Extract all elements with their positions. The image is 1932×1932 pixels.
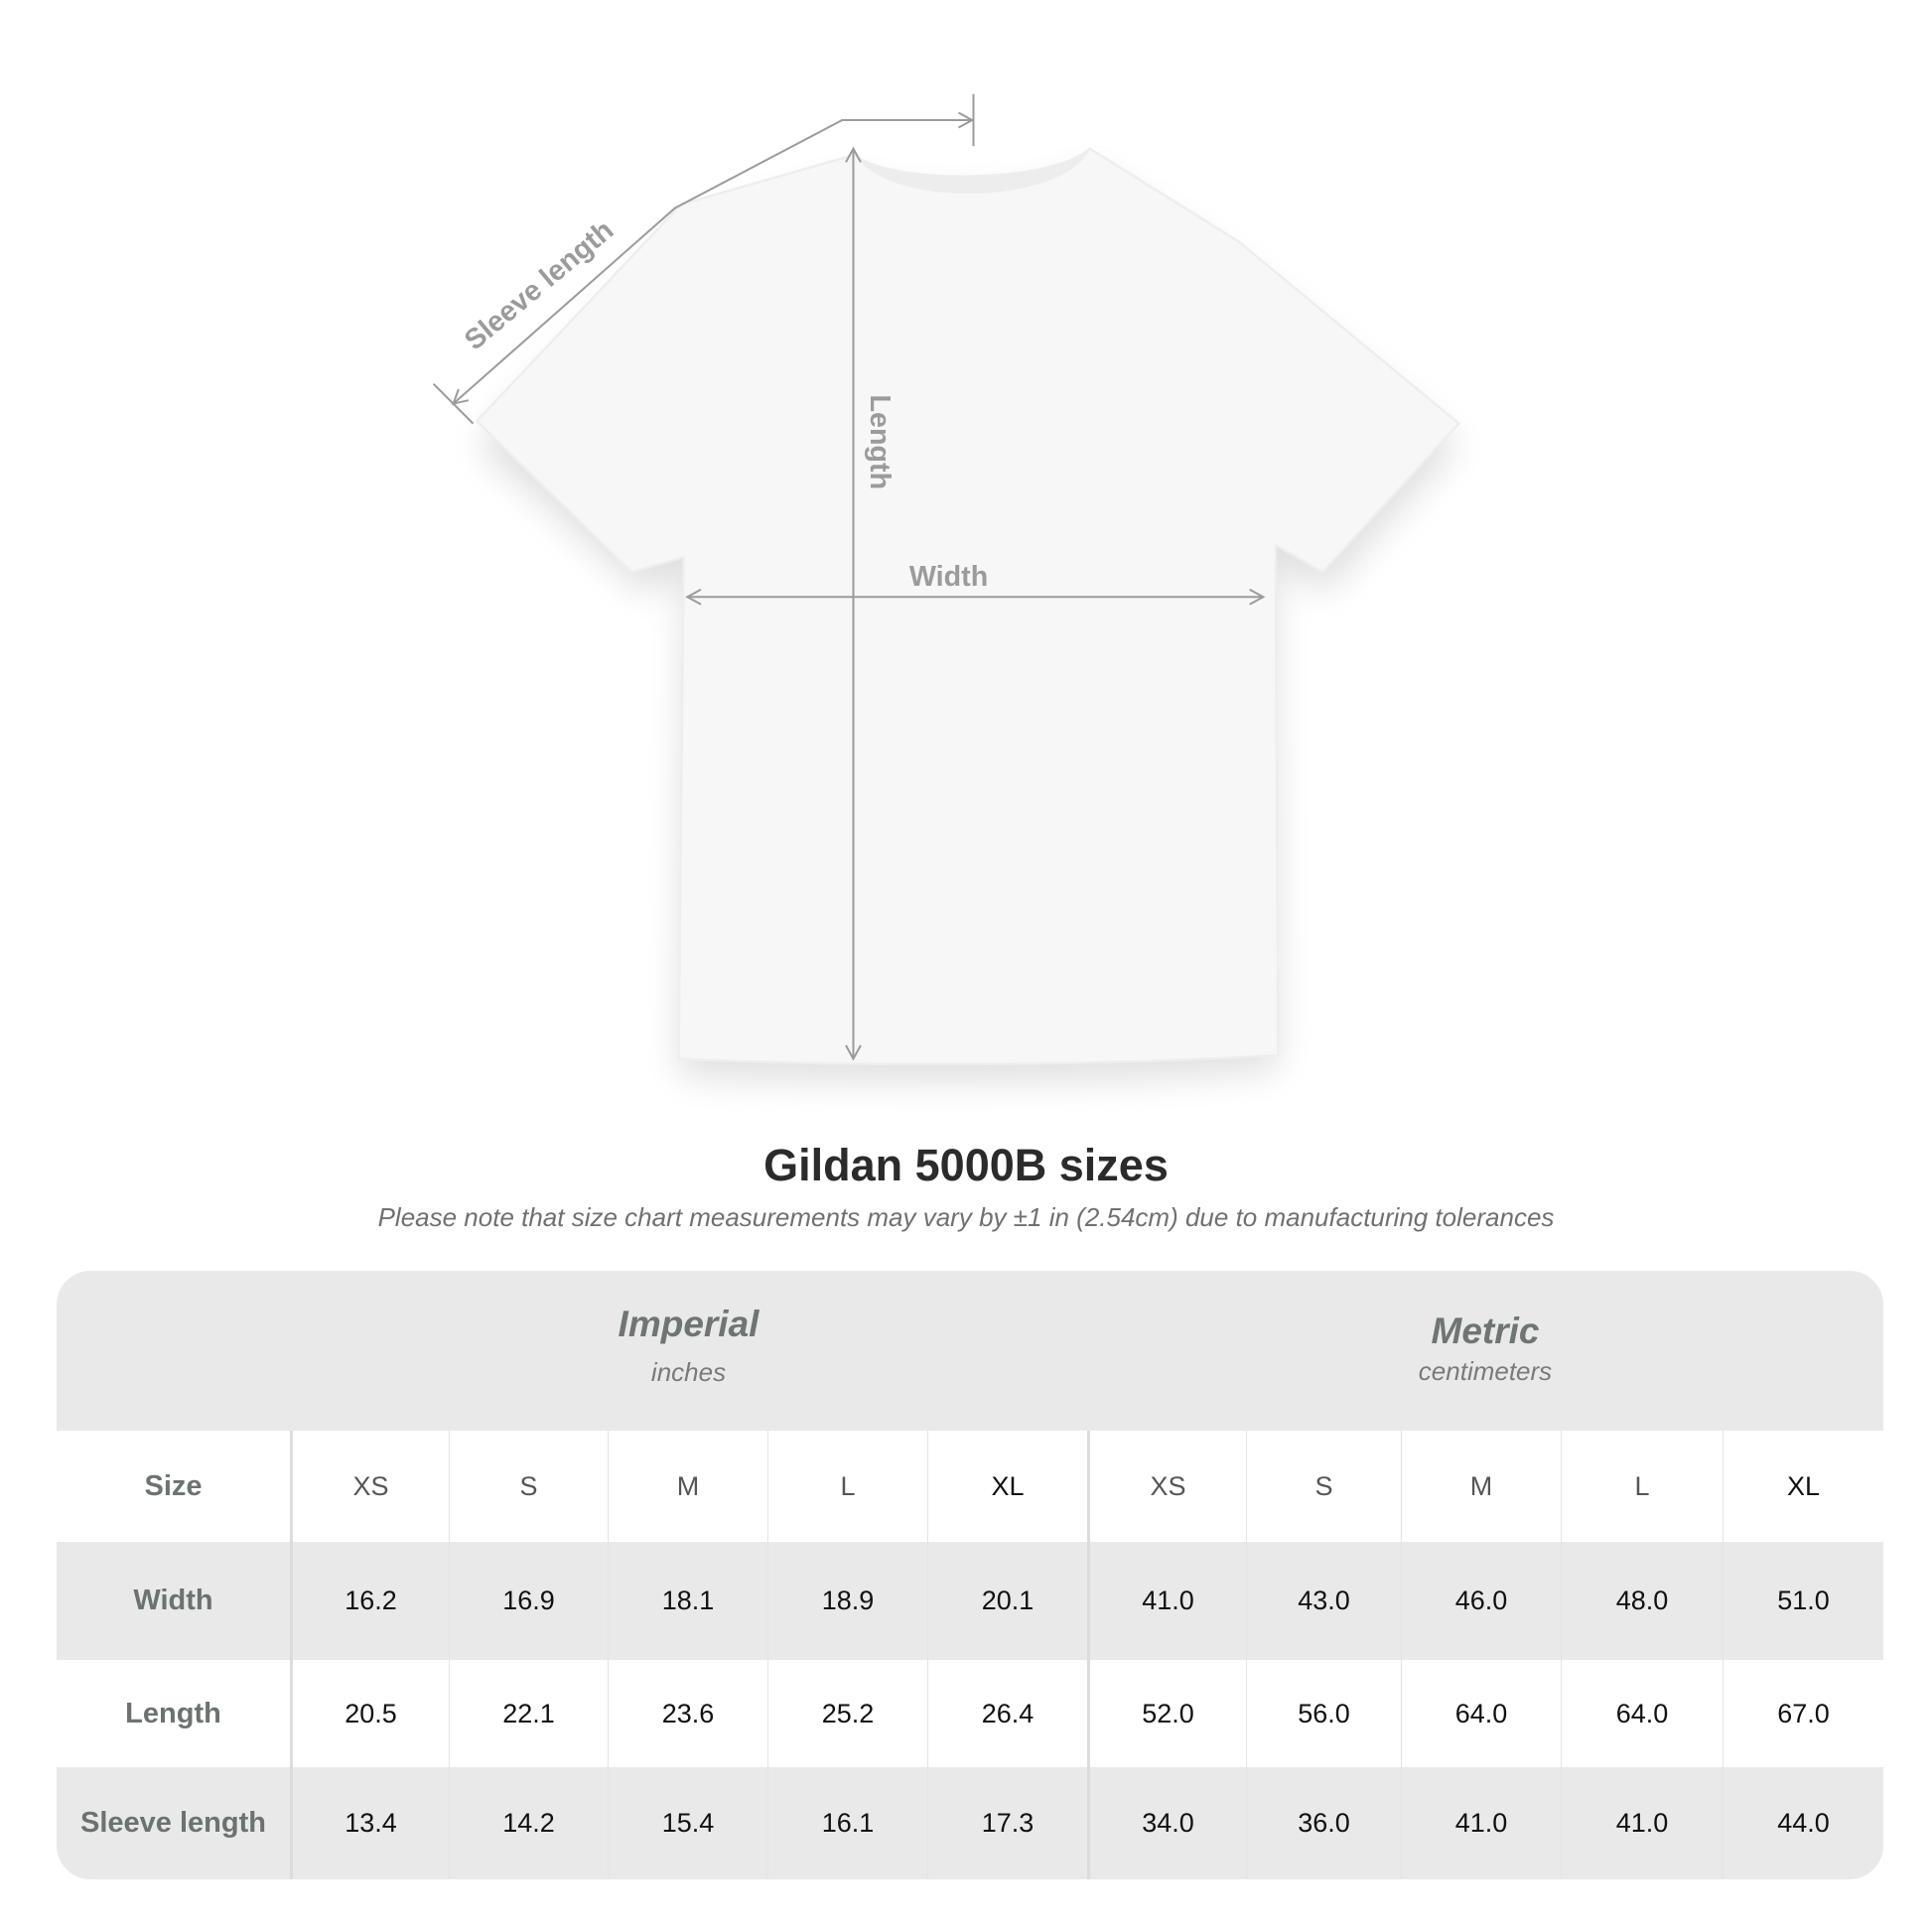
table-row: Width 16.2 16.9 18.1 18.9 20.1 41.0 43.0 46.0 48.… <box>57 1542 1883 1660</box>
table-cell: 14.2 <box>449 1767 608 1879</box>
table-cell: 41.0 <box>1561 1767 1723 1879</box>
size-header-cell: XS <box>290 1431 449 1542</box>
table-cell: 46.0 <box>1401 1542 1561 1660</box>
width-label: Width <box>909 561 988 593</box>
table-cell: 20.1 <box>927 1542 1087 1660</box>
table-cell: 34.0 <box>1087 1767 1246 1879</box>
size-header-cell: L <box>1561 1431 1723 1542</box>
table-cell: 16.1 <box>767 1767 927 1879</box>
table-cell: 67.0 <box>1723 1660 1883 1767</box>
table-cell: 44.0 <box>1723 1767 1883 1879</box>
table-cell: 13.4 <box>290 1767 449 1879</box>
table-cell: 36.0 <box>1246 1767 1401 1879</box>
table-cell: 20.5 <box>290 1660 449 1767</box>
metric-unit: centimeters <box>1418 1356 1553 1386</box>
table-cell: 56.0 <box>1246 1660 1401 1767</box>
size-header-cell: M <box>1401 1431 1561 1542</box>
table-cell: 18.9 <box>767 1542 927 1660</box>
length-label: Length <box>864 395 896 490</box>
size-header-cell: S <box>1246 1431 1401 1542</box>
table-cell: 41.0 <box>1087 1542 1246 1660</box>
row-label: Length <box>125 1697 221 1729</box>
table-cell: 22.1 <box>449 1660 608 1767</box>
size-header-cell: L <box>767 1431 927 1542</box>
table-cell: 43.0 <box>1246 1542 1401 1660</box>
table-row: Sleeve length 13.4 14.2 15.4 16.1 17.3 34.0 36.… <box>57 1767 1883 1879</box>
tshirt-shape <box>475 147 1461 1066</box>
size-header-cell: XL <box>927 1431 1087 1542</box>
size-header-cell: XL <box>1723 1431 1883 1542</box>
table-cell: 17.3 <box>927 1767 1087 1879</box>
size-header-cell: XS <box>1087 1431 1246 1542</box>
table-cell: 15.4 <box>608 1767 767 1879</box>
size-table: Imperial inches Metric centimeters Size X… <box>57 1271 1883 1879</box>
table-cell: 26.4 <box>927 1660 1087 1767</box>
size-header-cell: M <box>608 1431 767 1542</box>
table-cell: 64.0 <box>1561 1660 1723 1767</box>
table-cell: 25.2 <box>767 1660 927 1767</box>
row-label: Size <box>144 1469 203 1502</box>
table-cell: 16.9 <box>449 1542 608 1660</box>
size-header-cell: S <box>449 1431 608 1542</box>
page-title: Gildan 5000B sizes <box>763 1140 1169 1190</box>
imperial-unit: inches <box>650 1357 727 1387</box>
table-cell: 18.1 <box>608 1542 767 1660</box>
sleeve-measure-line <box>451 111 975 406</box>
row-label: Sleeve length <box>80 1807 266 1839</box>
imperial-title: Imperial <box>618 1304 759 1344</box>
metric-title: Metric <box>1431 1311 1540 1351</box>
table-cell: 64.0 <box>1401 1660 1561 1767</box>
table-cell: 23.6 <box>608 1660 767 1767</box>
metric-header: Metric centimeters <box>1087 1311 1883 1387</box>
row-label: Width <box>133 1585 213 1616</box>
size-header-row: Size XS S M L XL XS S M L XL <box>57 1431 1883 1542</box>
tolerance-note: Please note that size chart measurements… <box>377 1202 1555 1232</box>
table-cell: 41.0 <box>1401 1767 1561 1879</box>
table-cell: 51.0 <box>1723 1542 1883 1660</box>
table-cell: 48.0 <box>1561 1542 1723 1660</box>
imperial-header: Imperial inches <box>290 1304 1087 1388</box>
table-row: Length 20.5 22.1 23.6 25.2 26.4 52.0 56.0 64.0 64… <box>57 1660 1883 1767</box>
table-cell: 16.2 <box>290 1542 449 1660</box>
table-cell: 52.0 <box>1087 1660 1246 1767</box>
